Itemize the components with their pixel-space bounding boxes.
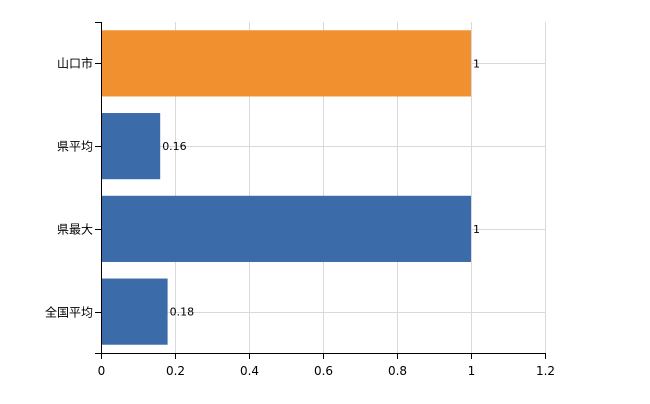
x-tick-label: 0.6 bbox=[314, 364, 333, 378]
data-label-2: 0.16 bbox=[162, 140, 187, 153]
data-label-3: 1 bbox=[473, 223, 480, 236]
axes bbox=[95, 22, 546, 359]
data-label-4: 0.18 bbox=[170, 306, 195, 319]
y-tick-label: 県最大 bbox=[57, 223, 93, 237]
x-tick-label: 0.8 bbox=[388, 364, 407, 378]
bars bbox=[101, 30, 471, 345]
x-tick-label: 1.2 bbox=[536, 364, 555, 378]
y-tick-label: 山口市 bbox=[57, 56, 93, 71]
x-tick-label: 0.4 bbox=[240, 364, 259, 378]
x-tick-label: 1 bbox=[468, 364, 476, 378]
x-tick-label: 0 bbox=[98, 364, 106, 378]
bar-3 bbox=[101, 195, 471, 262]
x-tick-label: 0.2 bbox=[166, 364, 185, 378]
bar-4 bbox=[101, 278, 168, 345]
y-tick-label: 県平均 bbox=[57, 140, 93, 154]
bar-1 bbox=[101, 30, 471, 97]
bar-2 bbox=[101, 113, 161, 180]
data-label-1: 1 bbox=[473, 57, 480, 70]
y-tick-label: 全国平均 bbox=[45, 305, 93, 320]
